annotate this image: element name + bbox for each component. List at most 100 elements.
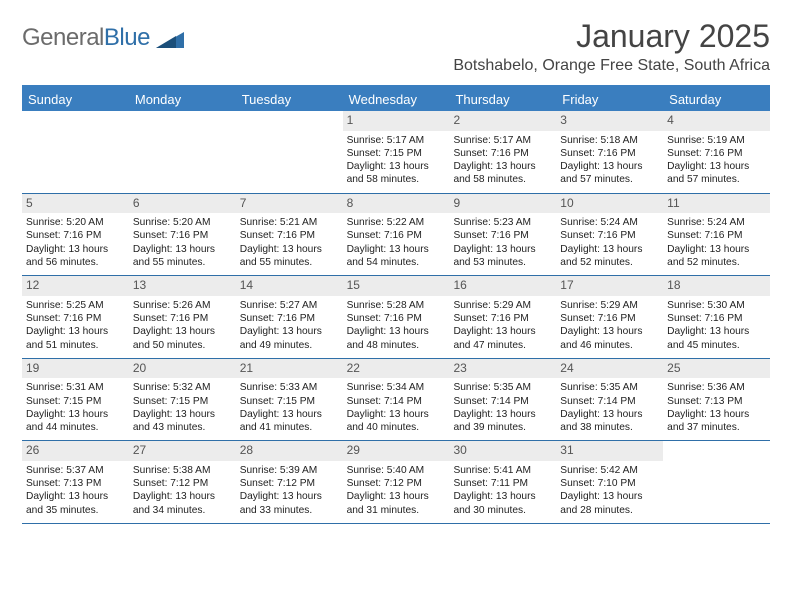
day-detail-line: and 50 minutes. bbox=[133, 339, 232, 352]
day-detail-line: Sunset: 7:16 PM bbox=[453, 229, 552, 242]
day-number: 17 bbox=[556, 276, 663, 296]
month-title: January 2025 bbox=[453, 18, 770, 55]
day-number: 22 bbox=[343, 359, 450, 379]
header: GeneralBlue January 2025 Botshabelo, Ora… bbox=[22, 18, 770, 75]
day-detail-line: Sunset: 7:13 PM bbox=[26, 477, 125, 490]
day-detail-line: Sunset: 7:15 PM bbox=[347, 147, 446, 160]
day-detail-line: and 33 minutes. bbox=[240, 504, 339, 517]
day-cell: 27Sunrise: 5:38 AMSunset: 7:12 PMDayligh… bbox=[129, 441, 236, 523]
day-detail-line: Sunset: 7:12 PM bbox=[240, 477, 339, 490]
day-detail-line: Sunrise: 5:24 AM bbox=[667, 216, 766, 229]
day-cell: 21Sunrise: 5:33 AMSunset: 7:15 PMDayligh… bbox=[236, 359, 343, 441]
day-number: 21 bbox=[236, 359, 343, 379]
day-detail-line: and 53 minutes. bbox=[453, 256, 552, 269]
day-detail-line: Sunrise: 5:33 AM bbox=[240, 381, 339, 394]
day-detail-line: Daylight: 13 hours bbox=[667, 408, 766, 421]
day-detail-line: Daylight: 13 hours bbox=[240, 490, 339, 503]
day-detail-line: Daylight: 13 hours bbox=[560, 408, 659, 421]
day-detail-line: Daylight: 13 hours bbox=[133, 325, 232, 338]
day-number: 3 bbox=[556, 111, 663, 131]
day-detail-line: and 45 minutes. bbox=[667, 339, 766, 352]
day-detail-line: Sunrise: 5:35 AM bbox=[453, 381, 552, 394]
day-number: 24 bbox=[556, 359, 663, 379]
day-number: 5 bbox=[22, 194, 129, 214]
dow-tuesday: Tuesday bbox=[236, 88, 343, 111]
day-detail-line: and 43 minutes. bbox=[133, 421, 232, 434]
day-detail-line: Sunset: 7:16 PM bbox=[453, 147, 552, 160]
day-detail-line: Sunrise: 5:18 AM bbox=[560, 134, 659, 147]
day-detail-line: and 57 minutes. bbox=[667, 173, 766, 186]
day-detail-line: Daylight: 13 hours bbox=[453, 160, 552, 173]
day-detail-line: and 44 minutes. bbox=[26, 421, 125, 434]
day-detail-line: Sunset: 7:12 PM bbox=[347, 477, 446, 490]
week-row: ...1Sunrise: 5:17 AMSunset: 7:15 PMDayli… bbox=[22, 111, 770, 194]
day-detail-line: Sunrise: 5:17 AM bbox=[453, 134, 552, 147]
logo-word-blue: Blue bbox=[104, 24, 150, 51]
day-detail-line: Daylight: 13 hours bbox=[240, 243, 339, 256]
logo: GeneralBlue bbox=[22, 24, 184, 52]
day-detail-line: Daylight: 13 hours bbox=[26, 408, 125, 421]
day-detail-line: Daylight: 13 hours bbox=[667, 160, 766, 173]
day-detail-line: Sunrise: 5:34 AM bbox=[347, 381, 446, 394]
day-cell: 22Sunrise: 5:34 AMSunset: 7:14 PMDayligh… bbox=[343, 359, 450, 441]
day-detail-line: and 49 minutes. bbox=[240, 339, 339, 352]
day-detail-line: Sunrise: 5:30 AM bbox=[667, 299, 766, 312]
day-detail-line: Sunrise: 5:22 AM bbox=[347, 216, 446, 229]
day-detail-line: Sunrise: 5:29 AM bbox=[453, 299, 552, 312]
day-detail-line: and 52 minutes. bbox=[667, 256, 766, 269]
day-number: 16 bbox=[449, 276, 556, 296]
day-detail-line: Daylight: 13 hours bbox=[133, 490, 232, 503]
day-detail-line: and 40 minutes. bbox=[347, 421, 446, 434]
day-cell: 26Sunrise: 5:37 AMSunset: 7:13 PMDayligh… bbox=[22, 441, 129, 523]
day-detail-line: and 54 minutes. bbox=[347, 256, 446, 269]
day-number: 8 bbox=[343, 194, 450, 214]
day-detail-line: Daylight: 13 hours bbox=[26, 490, 125, 503]
day-detail-line: Sunrise: 5:38 AM bbox=[133, 464, 232, 477]
day-cell: 1Sunrise: 5:17 AMSunset: 7:15 PMDaylight… bbox=[343, 111, 450, 193]
day-detail-line: Daylight: 13 hours bbox=[347, 408, 446, 421]
day-number: 13 bbox=[129, 276, 236, 296]
day-cell: 25Sunrise: 5:36 AMSunset: 7:13 PMDayligh… bbox=[663, 359, 770, 441]
day-cell: 10Sunrise: 5:24 AMSunset: 7:16 PMDayligh… bbox=[556, 194, 663, 276]
day-detail-line: Daylight: 13 hours bbox=[133, 243, 232, 256]
day-detail-line: Sunset: 7:16 PM bbox=[240, 312, 339, 325]
day-detail-line: Sunset: 7:16 PM bbox=[133, 229, 232, 242]
dow-sunday: Sunday bbox=[22, 88, 129, 111]
day-detail-line: Sunrise: 5:27 AM bbox=[240, 299, 339, 312]
day-number: 11 bbox=[663, 194, 770, 214]
day-cell: 20Sunrise: 5:32 AMSunset: 7:15 PMDayligh… bbox=[129, 359, 236, 441]
day-detail-line: and 56 minutes. bbox=[26, 256, 125, 269]
day-cell: . bbox=[663, 441, 770, 523]
day-detail-line: Sunrise: 5:32 AM bbox=[133, 381, 232, 394]
day-cell: 31Sunrise: 5:42 AMSunset: 7:10 PMDayligh… bbox=[556, 441, 663, 523]
day-number: 18 bbox=[663, 276, 770, 296]
day-detail-line: Sunrise: 5:39 AM bbox=[240, 464, 339, 477]
day-cell: 14Sunrise: 5:27 AMSunset: 7:16 PMDayligh… bbox=[236, 276, 343, 358]
day-detail-line: and 41 minutes. bbox=[240, 421, 339, 434]
day-cell: 6Sunrise: 5:20 AMSunset: 7:16 PMDaylight… bbox=[129, 194, 236, 276]
day-cell: 30Sunrise: 5:41 AMSunset: 7:11 PMDayligh… bbox=[449, 441, 556, 523]
day-cell: 29Sunrise: 5:40 AMSunset: 7:12 PMDayligh… bbox=[343, 441, 450, 523]
day-detail-line: Sunrise: 5:25 AM bbox=[26, 299, 125, 312]
calendar-grid: Sunday Monday Tuesday Wednesday Thursday… bbox=[22, 85, 770, 524]
day-cell: 7Sunrise: 5:21 AMSunset: 7:16 PMDaylight… bbox=[236, 194, 343, 276]
day-detail-line: Sunset: 7:16 PM bbox=[667, 229, 766, 242]
day-detail-line: Sunset: 7:16 PM bbox=[667, 147, 766, 160]
day-number: 25 bbox=[663, 359, 770, 379]
day-number: 10 bbox=[556, 194, 663, 214]
day-number: 2 bbox=[449, 111, 556, 131]
week-row: 12Sunrise: 5:25 AMSunset: 7:16 PMDayligh… bbox=[22, 276, 770, 359]
day-detail-line: and 51 minutes. bbox=[26, 339, 125, 352]
day-number: 31 bbox=[556, 441, 663, 461]
day-detail-line: and 48 minutes. bbox=[347, 339, 446, 352]
day-number: 7 bbox=[236, 194, 343, 214]
day-detail-line: Sunrise: 5:37 AM bbox=[26, 464, 125, 477]
weeks-container: ...1Sunrise: 5:17 AMSunset: 7:15 PMDayli… bbox=[22, 111, 770, 524]
day-cell: 5Sunrise: 5:20 AMSunset: 7:16 PMDaylight… bbox=[22, 194, 129, 276]
day-detail-line: Sunrise: 5:20 AM bbox=[26, 216, 125, 229]
day-cell: 8Sunrise: 5:22 AMSunset: 7:16 PMDaylight… bbox=[343, 194, 450, 276]
day-cell: 23Sunrise: 5:35 AMSunset: 7:14 PMDayligh… bbox=[449, 359, 556, 441]
day-detail-line: and 55 minutes. bbox=[240, 256, 339, 269]
day-number: 6 bbox=[129, 194, 236, 214]
day-detail-line: and 28 minutes. bbox=[560, 504, 659, 517]
